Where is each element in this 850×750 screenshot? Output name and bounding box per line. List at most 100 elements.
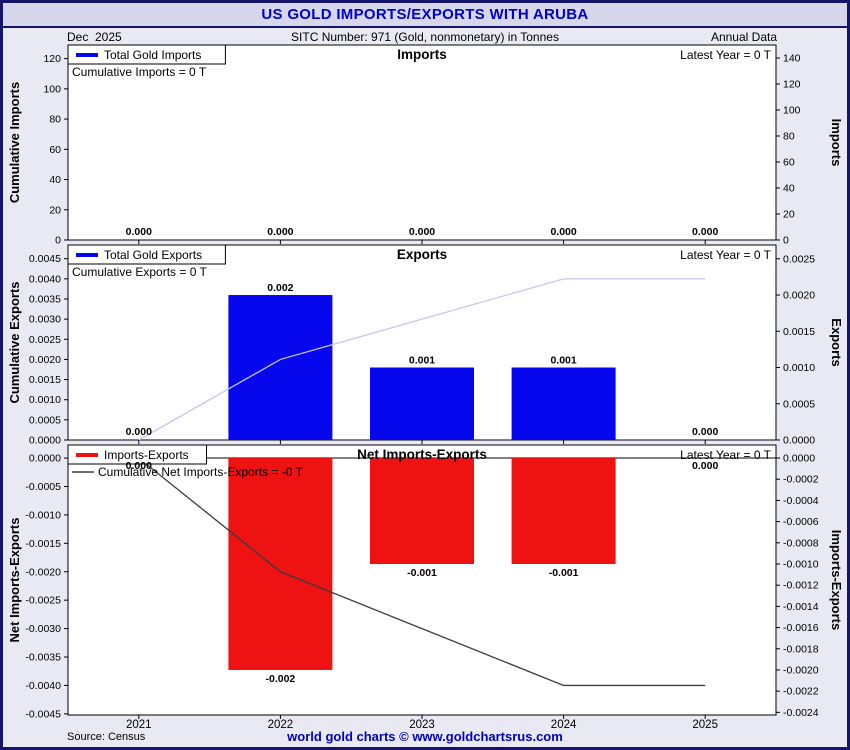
legend: Total Gold Exports Cumulative Exports = 0…	[67, 244, 226, 279]
left-axis-title: Cumulative Exports	[7, 281, 22, 403]
year-label-2023: 2023	[409, 719, 435, 731]
axis-ticks: 0 20 40 60 80 100 120 0 20 40 60 80 100 120 140	[43, 53, 800, 247]
left-axis-title: Net Imports-Exports	[7, 518, 22, 643]
bar-label-2023: 0.000	[409, 226, 435, 238]
chart-header: US GOLD IMPORTS/EXPORTS WITH ARUBA	[3, 3, 847, 28]
right-tick-label: 0	[783, 235, 789, 247]
right-tick-label: 140	[783, 53, 801, 65]
left-tick-label: 100	[43, 83, 61, 95]
right-tick-label: -0.0010	[783, 558, 819, 570]
bar-label-2022: 0.002	[267, 282, 293, 294]
left-axis-title: Cumulative Imports	[7, 82, 22, 203]
legend-cumulative-label: Cumulative Net Imports-Exports = -0 T	[98, 465, 304, 479]
legend-bar-label: Total Gold Imports	[104, 48, 201, 62]
bar-label-2021: 0.000	[126, 426, 152, 438]
left-tick-label: 0.0000	[29, 435, 61, 447]
right-tick-label: 0.0015	[783, 326, 815, 338]
bar-label-2025: 0.000	[692, 426, 718, 438]
left-tick-label: -0.0020	[25, 566, 61, 578]
bar-label-2023: 0.001	[409, 355, 435, 367]
bar-label-2023: -0.001	[407, 567, 437, 579]
panel-title: Imports	[397, 47, 447, 62]
left-tick-label: -0.0030	[25, 623, 61, 635]
bar-label-2025: 0.000	[692, 460, 718, 472]
legend-cumulative-label: Cumulative Exports = 0 T	[72, 265, 208, 279]
bar-label-2025: 0.000	[692, 226, 718, 238]
left-tick-label: 0.0000	[29, 453, 61, 465]
right-tick-label: -0.0008	[783, 537, 819, 549]
bar-2024	[511, 458, 616, 564]
bar-value-labels: 0.000 -0.002 -0.001 -0.001 0.000	[126, 460, 719, 685]
right-tick-label: -0.0018	[783, 643, 819, 655]
sitc-label: SITC Number: 971 (Gold, nonmonetary) in …	[291, 30, 559, 44]
left-tick-label: 60	[49, 144, 61, 156]
legend: Imports-Exports Cumulative Net Imports-Ex…	[67, 444, 304, 479]
bar-2022	[228, 295, 333, 440]
x-axis-year-labels: 2021 2022 2023 2024 2025	[126, 719, 718, 731]
right-tick-label: 0.0010	[783, 362, 815, 374]
left-tick-label: 20	[49, 204, 61, 216]
panel-net-imports-exports: 0.0000 -0.0005 -0.0010 -0.0015 -0.0020 -0.002…	[7, 444, 844, 721]
chart-canvas: 0 20 40 60 80 100 120 0 20 40 60 80 100 120 140 Total G…	[7, 44, 844, 731]
right-axis-title: Imports	[829, 119, 844, 167]
bar-2022	[228, 458, 333, 670]
subtitle-row: Dec 2025 SITC Number: 971 (Gold, nonmone…	[3, 30, 847, 45]
right-tick-label: -0.0016	[783, 622, 819, 634]
bar-2023	[370, 367, 474, 440]
legend-box	[67, 44, 226, 65]
axis-ticks: 0.0000 0.0005 0.0010 0.0015 0.0020 0.0025 0.00…	[29, 253, 815, 446]
bar-label-2022: 0.000	[267, 226, 293, 238]
right-tick-label: 0.0020	[783, 290, 815, 302]
bar-label-2024: -0.001	[549, 567, 579, 579]
annual-data-label: Annual Data	[710, 30, 777, 44]
right-tick-label: -0.0022	[783, 686, 819, 698]
right-axis-title: Exports	[829, 318, 844, 366]
left-tick-label: -0.0035	[25, 652, 61, 664]
left-tick-label: 0.0045	[29, 253, 61, 265]
year-label-2025: 2025	[692, 719, 718, 731]
bar-value-labels: 0.000 0.000 0.000 0.000 0.000	[126, 226, 719, 238]
date-label: Dec 2025	[67, 30, 122, 44]
left-tick-label: -0.0045	[25, 708, 61, 720]
chart-footer: Source: Census world gold charts © www.g…	[3, 728, 847, 746]
year-label-2021: 2021	[126, 719, 152, 731]
legend-bar-label: Total Gold Exports	[104, 248, 202, 262]
left-tick-label: 0.0030	[29, 314, 61, 326]
year-label-2024: 2024	[551, 719, 577, 731]
bar-label-2021: 0.000	[126, 226, 152, 238]
latest-year-label: Latest Year = 0 T	[680, 448, 772, 462]
latest-year-label: Latest Year = 0 T	[680, 248, 772, 262]
bars	[228, 295, 616, 440]
right-tick-label: -0.0012	[783, 580, 819, 592]
legend: Total Gold Imports Cumulative Imports = 0…	[67, 44, 226, 79]
bar-label-2022: -0.002	[266, 673, 296, 685]
left-tick-label: 0.0025	[29, 334, 61, 346]
right-tick-label: 120	[783, 79, 801, 91]
right-tick-label: 80	[783, 131, 795, 143]
panel-title: Net Imports-Exports	[357, 447, 487, 462]
right-tick-label: -0.0002	[783, 474, 819, 486]
bars	[228, 458, 616, 670]
bar-label-2021: 0.000	[126, 460, 152, 472]
right-axis-title: Imports-Exports	[829, 530, 844, 630]
plot-area	[67, 44, 777, 241]
left-tick-label: 0.0005	[29, 414, 61, 426]
credit-label: world gold charts © www.goldchartsrus.co…	[287, 729, 563, 744]
left-tick-label: 0.0010	[29, 394, 61, 406]
bar-2024	[511, 367, 616, 440]
page-title: US GOLD IMPORTS/EXPORTS WITH ARUBA	[261, 6, 589, 23]
right-tick-label: -0.0006	[783, 516, 819, 528]
left-tick-label: 0.0015	[29, 374, 61, 386]
axis-ticks: 0.0000 -0.0005 -0.0010 -0.0015 -0.0020 -0.002…	[25, 453, 818, 721]
right-tick-label: 60	[783, 157, 795, 169]
legend-cumulative-label: Cumulative Imports = 0 T	[72, 65, 207, 79]
left-tick-label: 0	[55, 235, 61, 247]
right-tick-label: 0.0025	[783, 253, 815, 265]
left-tick-label: -0.0025	[25, 595, 61, 607]
left-tick-label: -0.0005	[25, 481, 61, 493]
legend-bar-label: Imports-Exports	[104, 448, 189, 462]
bar-label-2024: 0.000	[550, 226, 576, 238]
panel-imports: 0 20 40 60 80 100 120 0 20 40 60 80 100 120 140 Total G…	[7, 44, 844, 247]
source-label: Source: Census	[67, 731, 146, 743]
